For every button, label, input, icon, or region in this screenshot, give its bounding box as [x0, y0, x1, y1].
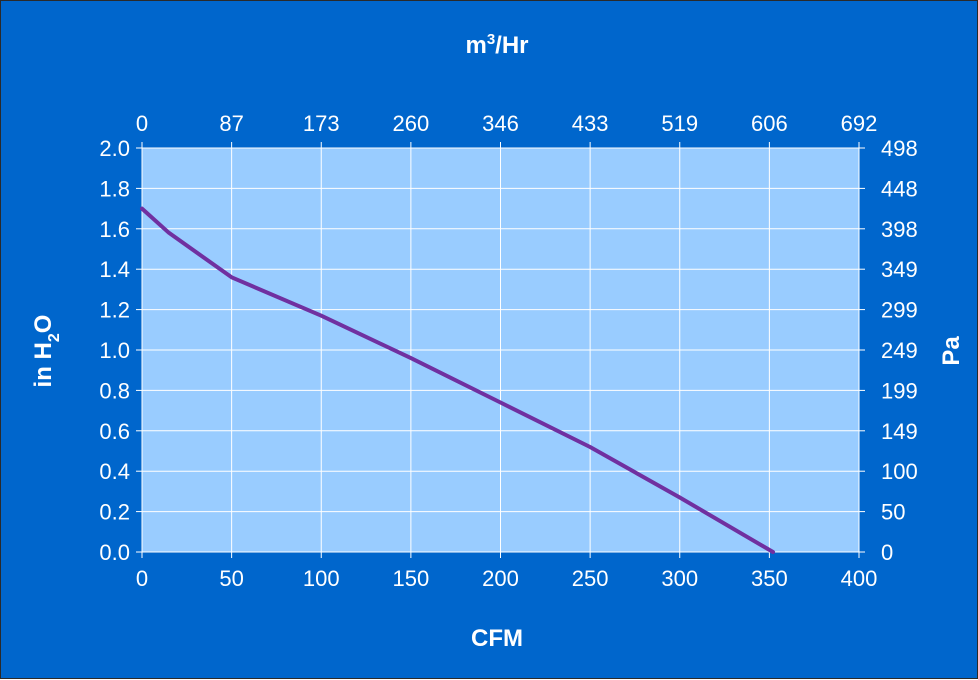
- y2-tick-label: 349: [881, 257, 918, 282]
- x-tick-label: 100: [303, 566, 340, 591]
- y2-tick-label: 100: [881, 459, 918, 484]
- y2-tick-label: 498: [881, 136, 918, 161]
- y2-tick-label: 50: [881, 500, 905, 525]
- x-axis-title: CFM: [471, 625, 523, 652]
- x-tick-label: 250: [572, 566, 609, 591]
- y2-tick-label: 0: [881, 540, 893, 565]
- series-line: [140, 206, 775, 554]
- x2-tick-label: 433: [572, 111, 609, 136]
- x-tick-label: 150: [393, 566, 430, 591]
- y-tick-label: 0.2: [99, 500, 130, 525]
- y2-axis-title: Pa: [938, 336, 965, 366]
- y2-tick-label: 299: [881, 298, 918, 323]
- x2-axis-title: m3/Hr: [465, 31, 528, 59]
- y-axis-title: in H2O: [30, 315, 63, 388]
- y2-tick-label: 249: [881, 338, 918, 363]
- x-tick-label: 0: [136, 566, 148, 591]
- y-tick-label: 1.8: [99, 176, 130, 201]
- x-tick-label: 400: [841, 566, 878, 591]
- x2-tick-label: 606: [751, 111, 788, 136]
- x2-tick-label: 519: [661, 111, 698, 136]
- y-tick-label: 1.4: [99, 257, 130, 282]
- y-tick-label: 1.6: [99, 217, 130, 242]
- x-tick-label: 50: [219, 566, 243, 591]
- x2-tick-label: 260: [393, 111, 430, 136]
- y2-tick-label: 398: [881, 217, 918, 242]
- y-tick-labels: 0.0 0.2 0.4 0.6 0.8 1.0 1.2 1.4 1.6 1.8 2.0: [99, 136, 130, 565]
- y-tick-label: 0.0: [99, 540, 130, 565]
- y-tick-label: 0.4: [99, 459, 130, 484]
- tick-marks: [136, 142, 865, 558]
- x2-tick-labels: 0 87 173 260 346 433 519 606 692: [136, 111, 877, 136]
- y-tick-label: 1.0: [99, 338, 130, 363]
- x-tick-label: 200: [482, 566, 519, 591]
- y2-tick-labels: 0 50 100 149 199 249 299 349 398 448 498: [881, 136, 918, 565]
- x2-tick-label: 346: [482, 111, 519, 136]
- x2-tick-label: 87: [219, 111, 243, 136]
- y-tick-label: 2.0: [99, 136, 130, 161]
- x-tick-label: 300: [661, 566, 698, 591]
- x2-tick-label: 0: [136, 111, 148, 136]
- x-tick-labels: 0 50 100 150 200 250 300 350 400: [136, 566, 877, 591]
- y-tick-label: 0.8: [99, 378, 130, 403]
- x2-tick-label: 692: [841, 111, 878, 136]
- y-tick-label: 1.2: [99, 298, 130, 323]
- y2-tick-label: 149: [881, 419, 918, 444]
- y-tick-label: 0.6: [99, 419, 130, 444]
- x2-tick-label: 173: [303, 111, 340, 136]
- x-tick-label: 350: [751, 566, 788, 591]
- y2-tick-label: 448: [881, 176, 918, 201]
- y2-tick-label: 199: [881, 378, 918, 403]
